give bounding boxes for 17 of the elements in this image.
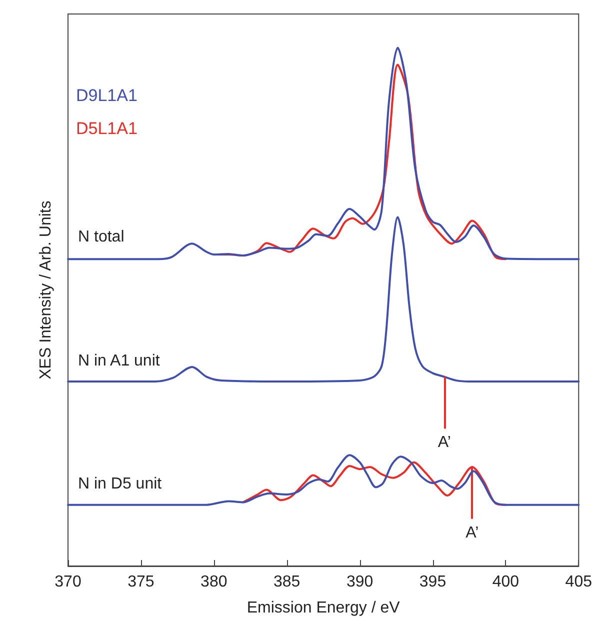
x-tick-label: 380 [200, 574, 228, 590]
x-tick-label: 390 [346, 574, 374, 590]
annotation: A’ [466, 524, 479, 542]
text: D5L1A1 [76, 119, 138, 138]
annotation: A’ [438, 434, 451, 452]
annotation: N in A1 unit [78, 352, 160, 370]
x-tick-label: 395 [419, 574, 446, 590]
text: D9L1A1 [76, 86, 138, 105]
annotation: N total [78, 228, 124, 246]
x-tick-label: 400 [492, 574, 520, 590]
x-tick-label: 405 [565, 574, 592, 590]
annotation: N in D5 unit [78, 476, 162, 492]
x-axis-title: Emission Energy / eV [246, 600, 400, 616]
x-tick-label: 370 [54, 574, 82, 590]
x-tick-label: 385 [274, 574, 300, 590]
x-tick-label: 375 [128, 574, 154, 590]
y-axis-title: XES Intensity / Arb. Units [38, 200, 54, 380]
